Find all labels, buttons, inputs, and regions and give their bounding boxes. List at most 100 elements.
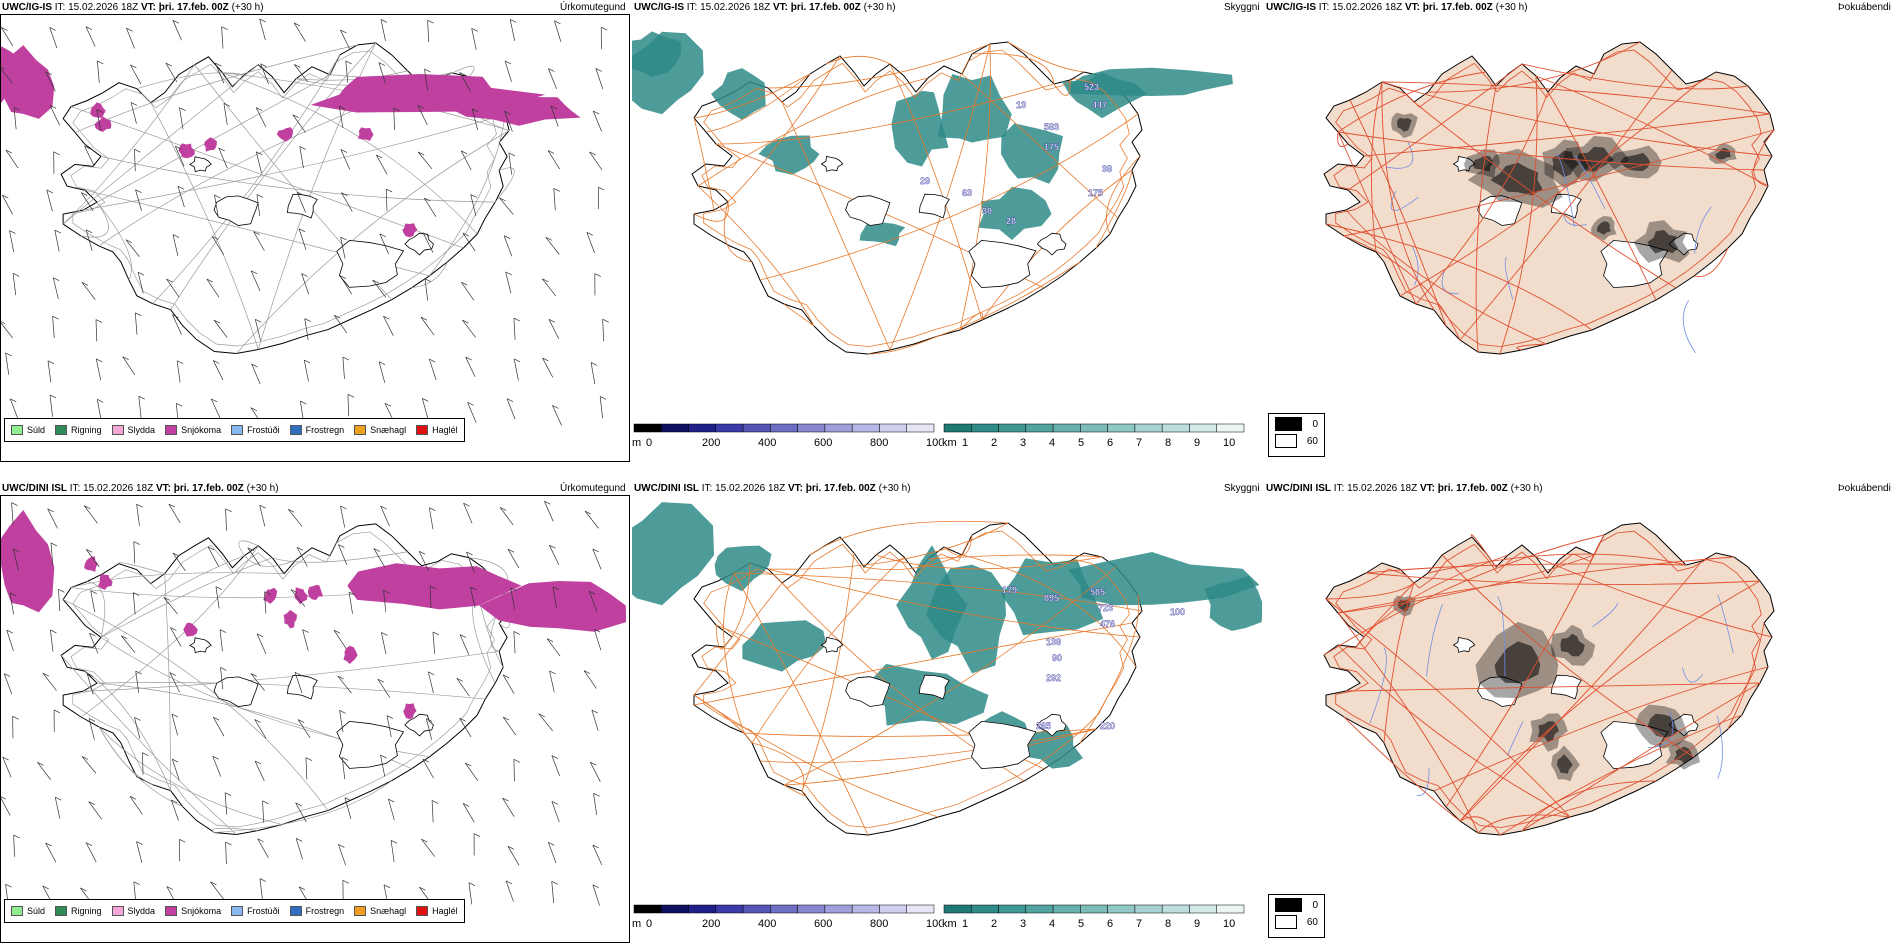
wind-barb-flag [84,145,91,150]
wind-barb-flag [592,844,599,849]
low-visibility-area [758,135,820,175]
wind-barb-flag [547,150,555,154]
wind-barb-flag [292,114,299,119]
wind-barb-flag [213,360,220,364]
wind-barb [13,835,15,857]
wind-barb [80,192,94,212]
wind-barb [37,762,51,780]
precip-type-legend: Súld Rigning Slydda Snjókoma Frostúði Frostre… [4,899,465,923]
ceiling-value-label: 179 [1002,585,1017,595]
wind-barb-flag [383,589,390,594]
wind-barb [545,237,560,255]
wind-barb [380,505,390,527]
wind-barb [593,629,602,651]
wind-barb [463,503,473,524]
wind-barb [165,62,178,83]
visibility-colorbar: km 1 2 3 4 5 6 7 8 9 10 [942,422,1266,456]
visibility-tick: 8 [1165,918,1171,930]
legend-swatch [416,425,429,435]
road-line [1363,113,1771,157]
wind-barb-flag [299,146,306,150]
glacier [213,195,259,226]
glacier [919,674,950,700]
precip-type-map [0,495,630,943]
glacier-outline [1452,155,1476,172]
wind-barb-flag [260,63,267,68]
wind-barb [130,102,137,124]
wind-barb [388,798,395,821]
wind-barb-flag [49,27,56,31]
wind-barb-flag [122,356,129,360]
legend-swatch [55,906,68,916]
road-line [781,101,891,351]
wind-barb-flag [507,548,515,553]
visibility-bin [1052,904,1081,914]
wind-barb [84,145,95,166]
wind-barb-flag [176,403,183,407]
wind-barb-flag [42,885,49,890]
wind-barb-flag [45,842,52,847]
wind-barb [290,589,306,607]
wind-barb-flag [256,633,264,638]
visibility-bin [971,904,999,914]
road-line [1413,101,1677,289]
wind-barb-flag [499,197,506,202]
legend-label: Slydda [127,425,156,435]
wind-barb-flag [172,552,180,557]
wind-barb-flag [215,62,222,67]
wind-barb-flag [462,232,469,237]
snow-area [454,96,581,126]
wind-barb-flag [12,716,19,720]
river [1507,721,1524,756]
snow-area [347,563,522,610]
wind-barb [502,716,517,736]
ceiling-bin [688,423,717,433]
wind-barb-flag [504,60,512,65]
wind-barb-flag [380,754,387,759]
wind-barb [120,635,136,654]
river [1682,300,1696,354]
wind-barb [592,548,602,570]
parameter-name: Þokuábendi [1838,2,1891,13]
road-line [136,72,245,90]
wind-barb [333,630,347,649]
wind-barb [547,150,560,170]
wind-barb-flag [130,102,138,106]
wind-barb-flag [507,846,515,850]
wind-barb [52,277,59,300]
wind-barb-flag [426,718,433,722]
wind-barb [1,27,14,47]
wind-barb-flag [97,60,104,65]
vt-label: VT: [787,483,803,494]
wind-barb [460,150,472,171]
ring-road [701,49,1130,347]
wind-barb-flag [373,548,380,552]
glacier [336,239,405,288]
snow-patch [94,116,112,132]
visibility-bin [1107,904,1136,914]
wind-barb-flag [264,591,271,595]
ceiling-unit: m [632,437,641,449]
wind-barb [49,394,53,417]
wind-barb-flag [586,232,594,236]
wind-barb-flag [390,839,398,844]
visibility-unit: km [942,437,957,449]
wind-barb [381,632,387,654]
wind-barb-flag [546,638,554,642]
wind-barb [592,844,603,865]
wind-barb-flag [429,507,436,511]
initial-time: 15.02.2026 18Z [700,2,771,13]
wind-barb-flag [96,358,103,363]
ceiling-value-label: 523 [1084,82,1099,92]
wind-barb-flag [376,154,383,159]
wind-barb-flag [467,402,474,406]
wind-barb [220,667,224,690]
wind-barb [338,544,348,565]
wind-barb [422,758,434,779]
wind-barb [421,838,436,857]
vt-label: VT: [772,2,788,13]
river [1694,206,1712,254]
wind-barb-flag [589,151,596,156]
ceiling-bin [797,904,826,914]
wind-barb-flag [383,884,391,889]
